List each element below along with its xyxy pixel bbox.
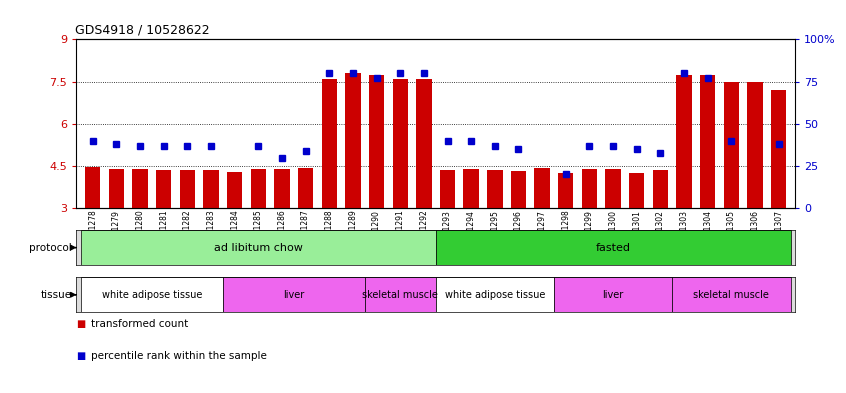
Bar	[321, 79, 337, 208]
Bar	[554, 277, 673, 312]
Bar	[274, 169, 289, 208]
Bar	[464, 169, 479, 208]
Bar	[108, 169, 124, 208]
Bar	[436, 277, 554, 312]
Bar	[582, 169, 597, 208]
Text: white adipose tissue: white adipose tissue	[102, 290, 202, 300]
Bar	[629, 173, 645, 208]
Text: ■: ■	[76, 319, 85, 329]
Bar	[511, 171, 526, 208]
Bar	[81, 277, 222, 312]
Bar	[487, 170, 503, 208]
Bar	[81, 230, 436, 265]
Bar	[653, 170, 668, 208]
Text: percentile rank within the sample: percentile rank within the sample	[91, 351, 267, 361]
Text: skeletal muscle: skeletal muscle	[694, 290, 769, 300]
Bar	[436, 230, 790, 265]
Bar	[345, 73, 360, 208]
Bar	[298, 168, 313, 208]
Bar	[747, 82, 763, 208]
Bar	[676, 75, 692, 208]
Bar	[179, 170, 195, 208]
Bar	[416, 79, 431, 208]
Bar	[393, 79, 408, 208]
Text: liver: liver	[602, 290, 624, 300]
Text: tissue: tissue	[41, 290, 72, 300]
Bar	[222, 277, 365, 312]
Bar	[369, 75, 384, 208]
Bar	[250, 169, 266, 208]
Bar	[365, 277, 436, 312]
Text: GDS4918 / 10528622: GDS4918 / 10528622	[75, 24, 210, 37]
Text: white adipose tissue: white adipose tissue	[445, 290, 545, 300]
Text: protocol: protocol	[29, 242, 72, 253]
Bar	[606, 169, 621, 208]
Text: liver: liver	[283, 290, 305, 300]
Bar	[771, 90, 787, 208]
Text: transformed count: transformed count	[91, 319, 189, 329]
Bar	[700, 75, 716, 208]
Text: ad libitum chow: ad libitum chow	[214, 242, 303, 253]
Bar	[535, 168, 550, 208]
Bar	[723, 82, 739, 208]
Bar	[85, 167, 101, 208]
Bar	[203, 170, 218, 208]
Bar	[558, 173, 574, 208]
Text: ■: ■	[76, 351, 85, 361]
Bar	[440, 170, 455, 208]
Text: skeletal muscle: skeletal muscle	[362, 290, 438, 300]
Bar	[673, 277, 790, 312]
Text: fasted: fasted	[596, 242, 630, 253]
Bar	[156, 170, 172, 208]
Bar	[227, 172, 242, 208]
Bar	[132, 169, 148, 208]
